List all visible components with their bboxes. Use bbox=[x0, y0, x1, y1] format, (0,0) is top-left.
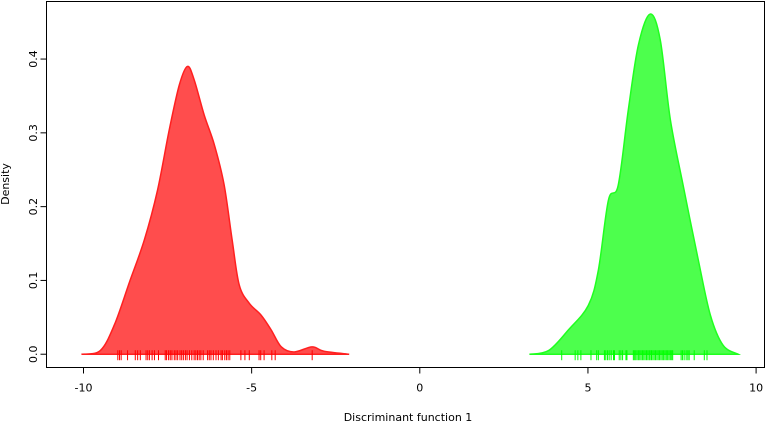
y-tick-label: 0.4 bbox=[27, 50, 40, 68]
x-axis-label: Discriminant function 1 bbox=[344, 411, 473, 423]
density-area-1 bbox=[529, 13, 742, 355]
y-tick-label: 0.3 bbox=[27, 124, 40, 142]
series-layer bbox=[81, 13, 742, 361]
x-tick-label: 0 bbox=[416, 382, 423, 395]
x-axis: -10 -5 0 5 10 bbox=[75, 367, 763, 395]
y-axis: 0.0 0.1 0.2 0.3 0.4 bbox=[27, 50, 47, 363]
y-axis-label: Density bbox=[0, 163, 12, 205]
x-tick-label: 5 bbox=[584, 382, 591, 395]
x-tick-label: -10 bbox=[75, 382, 93, 395]
y-tick-label: 0.2 bbox=[27, 198, 40, 216]
y-tick-label: 0.1 bbox=[27, 272, 40, 290]
y-tick-label: 0.0 bbox=[27, 345, 40, 363]
density-area-0 bbox=[81, 65, 350, 355]
x-tick-label: -5 bbox=[246, 382, 257, 395]
x-tick-label: 10 bbox=[749, 382, 763, 395]
